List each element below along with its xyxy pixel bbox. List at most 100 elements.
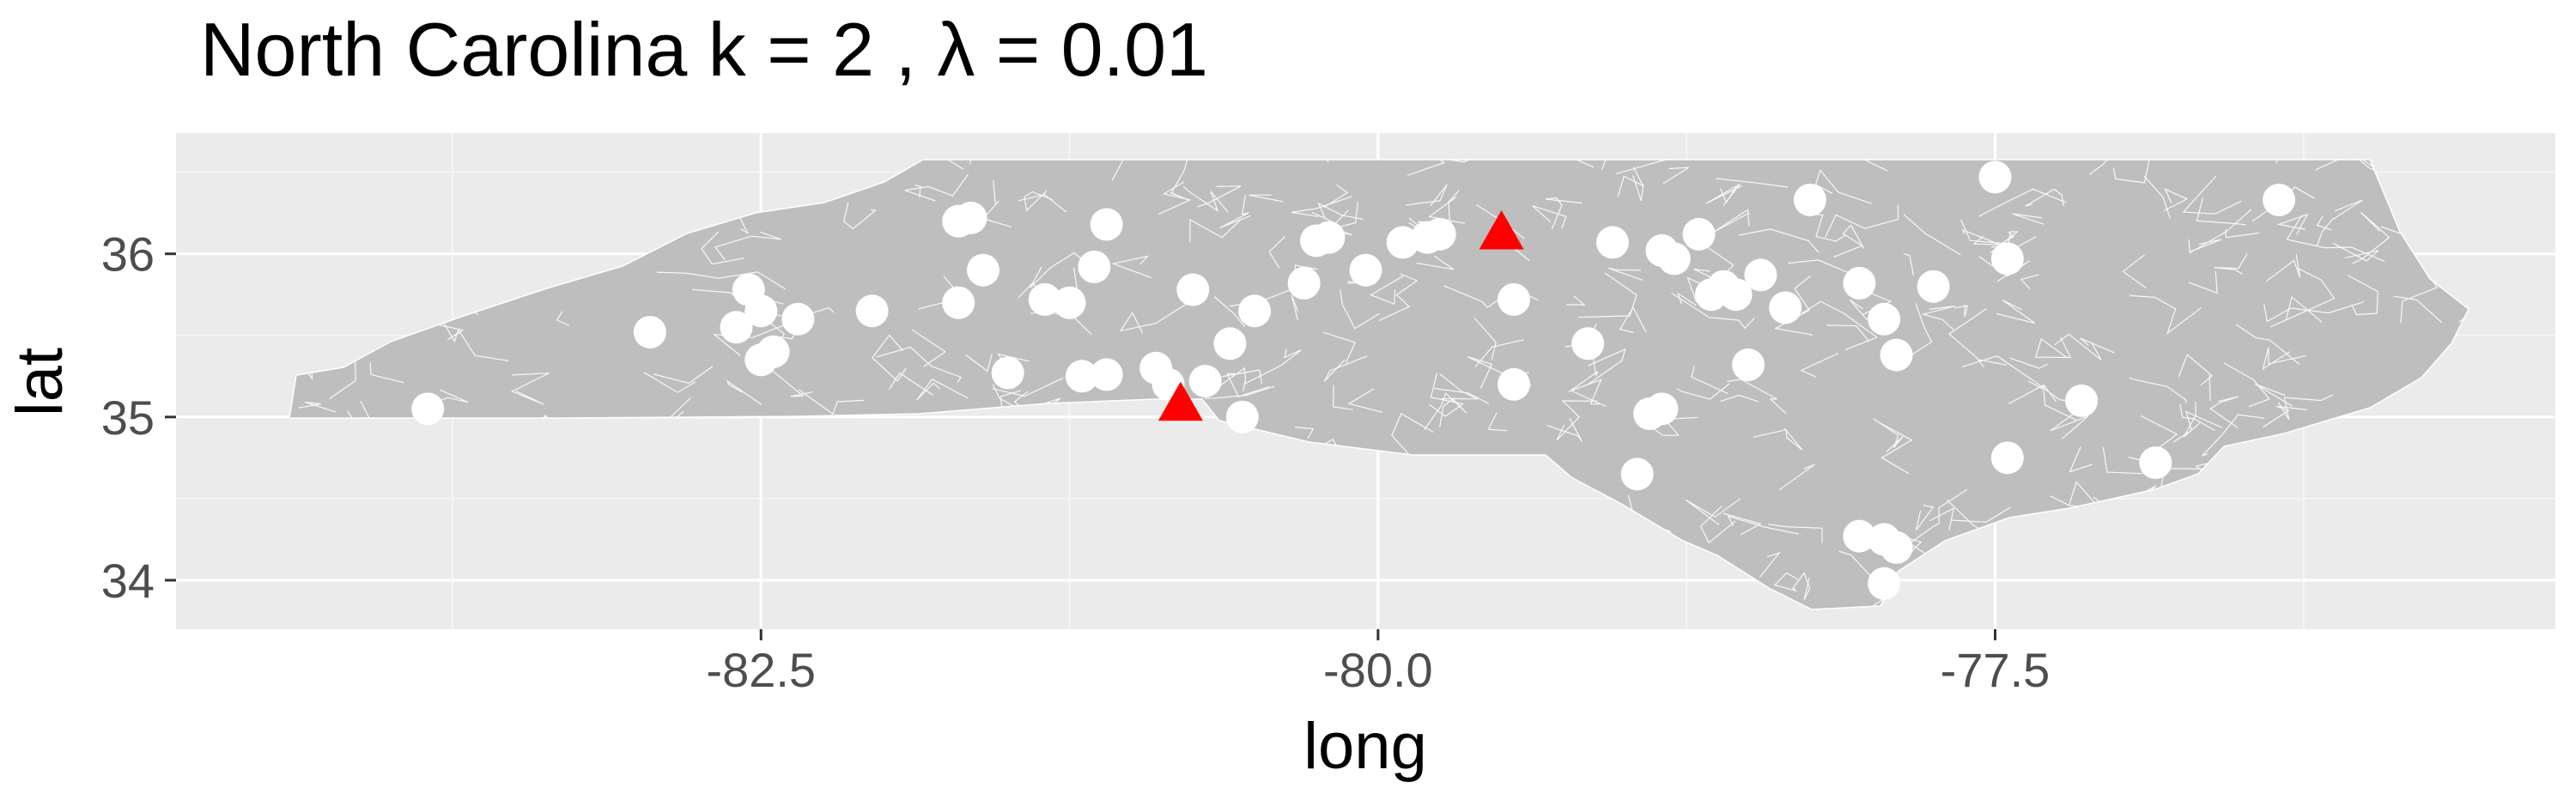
county-line [2034, 336, 2072, 359]
points-layer [411, 161, 2296, 600]
county-line [1716, 178, 1789, 188]
county-line [2143, 175, 2171, 219]
county-line [1444, 160, 1486, 163]
county-line [1825, 204, 1899, 239]
data-point [1990, 441, 2024, 475]
county-line [1182, 185, 1229, 213]
data-point [1287, 266, 1321, 300]
county-line [1532, 205, 1567, 229]
county-line [2316, 215, 2332, 231]
county-line [1487, 412, 1508, 432]
county-line [1801, 300, 1879, 351]
county-line [1416, 255, 1455, 270]
county-line [1903, 214, 1961, 256]
county-line [914, 185, 921, 198]
county-line [1294, 427, 1315, 439]
county-line [2269, 267, 2336, 328]
county-line [1424, 392, 1467, 431]
county-line [656, 271, 787, 290]
county-line [1243, 348, 1303, 385]
county-line [1323, 355, 1368, 382]
county-line [1474, 339, 1524, 367]
county-line [1546, 417, 1583, 442]
y-tick-label: 35 [101, 391, 155, 445]
county-line [1291, 196, 1352, 217]
county-line [1556, 400, 1598, 441]
y-axis-label: lat [3, 348, 76, 416]
data-point [1769, 291, 1802, 324]
county-line [2286, 214, 2385, 263]
county-line [1617, 167, 1644, 197]
county-line [1428, 197, 1465, 224]
county-line [2129, 377, 2188, 403]
county-line [1197, 185, 1242, 208]
county-line [1213, 296, 1246, 327]
y-tick-label: 34 [101, 554, 155, 608]
data-point [1225, 400, 1259, 433]
county-line [2209, 396, 2239, 428]
county-line [1727, 515, 1799, 535]
county-line [1157, 181, 1192, 215]
data-point [2139, 446, 2172, 480]
center-marker [1479, 209, 1524, 250]
county-line [1705, 183, 1743, 206]
county-line [2129, 294, 2202, 336]
county-line [2020, 274, 2039, 289]
data-point [1793, 183, 1826, 216]
county-line [2214, 253, 2248, 275]
county-line [1960, 219, 2015, 245]
data-point [2065, 384, 2099, 417]
county-line [1662, 167, 1689, 185]
county-line [1880, 422, 1913, 475]
data-point [720, 311, 753, 344]
data-point [1868, 302, 1901, 336]
county-line [2235, 324, 2300, 365]
county-line [2262, 347, 2306, 371]
county-line [1792, 572, 1811, 600]
county-line [2332, 242, 2379, 262]
county-line [1268, 236, 1286, 269]
county-line [1900, 303, 1933, 363]
county-line [369, 361, 404, 384]
county-line [1774, 276, 1813, 336]
county-line [1340, 289, 1380, 330]
county-line [1565, 295, 1586, 306]
county-line [916, 379, 969, 401]
county-line [872, 334, 907, 382]
county-line [1291, 294, 1299, 321]
county-line [1473, 318, 1497, 361]
county-line [2263, 405, 2307, 428]
data-point [1620, 458, 1654, 491]
county-line [1720, 394, 1759, 403]
county-line [2266, 254, 2301, 282]
data-point [1065, 360, 1098, 393]
data-point [954, 201, 987, 234]
data-point [1880, 530, 1913, 564]
county-line [1405, 184, 1448, 206]
data-point [1188, 365, 1222, 397]
county-line [1219, 195, 1251, 229]
county-line [510, 373, 550, 405]
county-line [1972, 235, 2003, 245]
data-point [1053, 286, 1086, 319]
county-line [440, 317, 509, 361]
county-line [2263, 301, 2365, 323]
county-line [1568, 354, 1599, 393]
county-line [714, 231, 781, 260]
data-point [1682, 217, 1716, 251]
county-line [2112, 160, 2150, 184]
county-line [2025, 188, 2064, 207]
data-point [1880, 338, 1913, 372]
data-point [1657, 242, 1691, 276]
county-line [1564, 160, 1599, 168]
county-line [2285, 296, 2323, 323]
data-point [1176, 273, 1210, 306]
county-line [1685, 498, 1741, 525]
x-tick-label: -80.0 [1323, 643, 1433, 697]
county-line [1439, 373, 1479, 400]
county-line [701, 231, 745, 265]
data-point [1595, 226, 1629, 259]
county-line [653, 366, 714, 385]
county-line [2277, 394, 2333, 421]
